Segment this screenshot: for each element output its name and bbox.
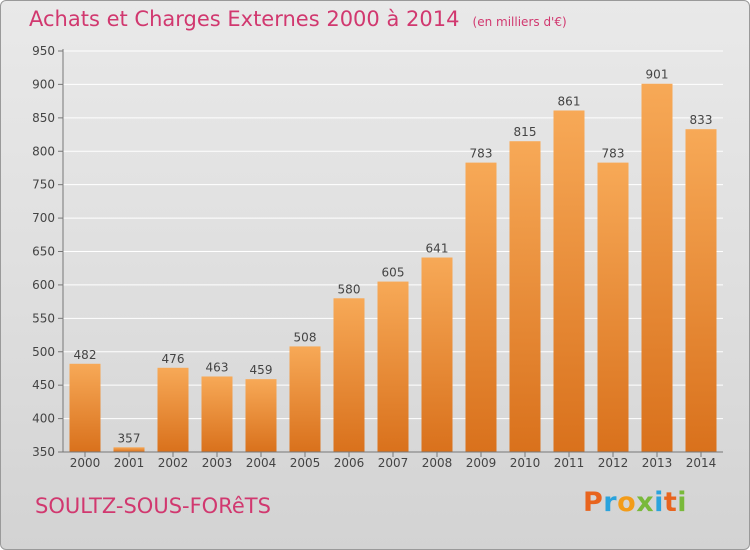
y-tick-label: 600 [32,278,55,292]
data-label: 605 [382,266,405,280]
bar-2006 [333,298,365,452]
bar-2014 [685,129,717,452]
bar-2000 [69,363,101,452]
data-label: 482 [74,348,97,362]
y-tick-label: 500 [32,345,55,359]
bar-layer: 482 357 476 463 459 508 580 605 641 783 815 861 783 9… [69,68,717,453]
y-tick-label: 450 [32,378,55,392]
logo-letter: x [636,487,655,518]
axis-layer: 350 400 450 500 550 600 650 700 750 800 850 900 950 2… [32,44,723,470]
bar-2011 [553,110,585,453]
y-tick-label: 650 [32,245,55,259]
y-tick-label: 700 [32,211,55,225]
data-label: 463 [206,360,229,374]
bar-2005 [289,346,321,452]
data-label: 901 [646,68,669,82]
x-tick-label: 2010 [510,456,541,470]
chart-title: Achats et Charges Externes 2000 à 2014 (… [29,7,567,31]
title-text: Achats et Charges Externes 2000 à 2014 [29,7,460,31]
x-tick-label: 2013 [642,456,673,470]
y-tick-label: 400 [32,412,55,426]
data-label: 357 [118,431,141,445]
data-label: 476 [162,352,185,366]
x-tick-label: 2003 [202,456,233,470]
bar-2007 [377,281,409,452]
data-label: 783 [470,147,493,161]
x-tick-label: 2009 [466,456,497,470]
data-label: 580 [338,282,361,296]
x-tick-label: 2008 [422,456,453,470]
bar-2012 [597,162,629,452]
x-tick-label: 2000 [70,456,101,470]
y-tick-label: 850 [32,111,55,125]
data-label: 861 [558,94,581,108]
bar-2010 [509,141,541,452]
unit-text: (en milliers d'€) [472,15,567,29]
data-label: 508 [294,330,317,344]
x-tick-label: 2002 [158,456,189,470]
bar-2004 [245,379,277,452]
y-tick-label: 750 [32,178,55,192]
x-tick-label: 2004 [246,456,277,470]
data-label: 459 [250,363,273,377]
bar-2003 [201,376,233,452]
data-label: 641 [426,242,449,256]
data-label: 815 [514,125,537,139]
y-tick-label: 950 [32,44,55,58]
logo-letter: P [583,487,604,518]
data-label: 783 [602,147,625,161]
x-tick-label: 2005 [290,456,321,470]
bar-2002 [157,367,189,452]
bar-2013 [641,83,673,452]
logo-letter: i [654,487,664,518]
bar-2001 [113,447,145,452]
bar-2008 [421,257,453,452]
data-label: 833 [690,113,713,127]
proxiti-logo: Proxiti [583,487,687,518]
logo-letter: o [617,487,637,518]
logo-letter: i [677,487,688,518]
x-tick-label: 2012 [598,456,629,470]
logo-letter: r [603,487,618,518]
x-tick-label: 2011 [554,456,585,470]
x-tick-label: 2007 [378,456,409,470]
logo-letter: t [663,487,678,518]
bar-2009 [465,162,497,452]
x-tick-label: 2014 [686,456,717,470]
y-tick-label: 800 [32,144,55,158]
y-tick-label: 900 [32,77,55,91]
x-tick-label: 2001 [114,456,145,470]
y-tick-label: 550 [32,311,55,325]
x-tick-label: 2006 [334,456,365,470]
commune-name: SOULTZ-SOUS-FORêTS [35,494,271,518]
y-tick-label: 350 [32,445,55,459]
